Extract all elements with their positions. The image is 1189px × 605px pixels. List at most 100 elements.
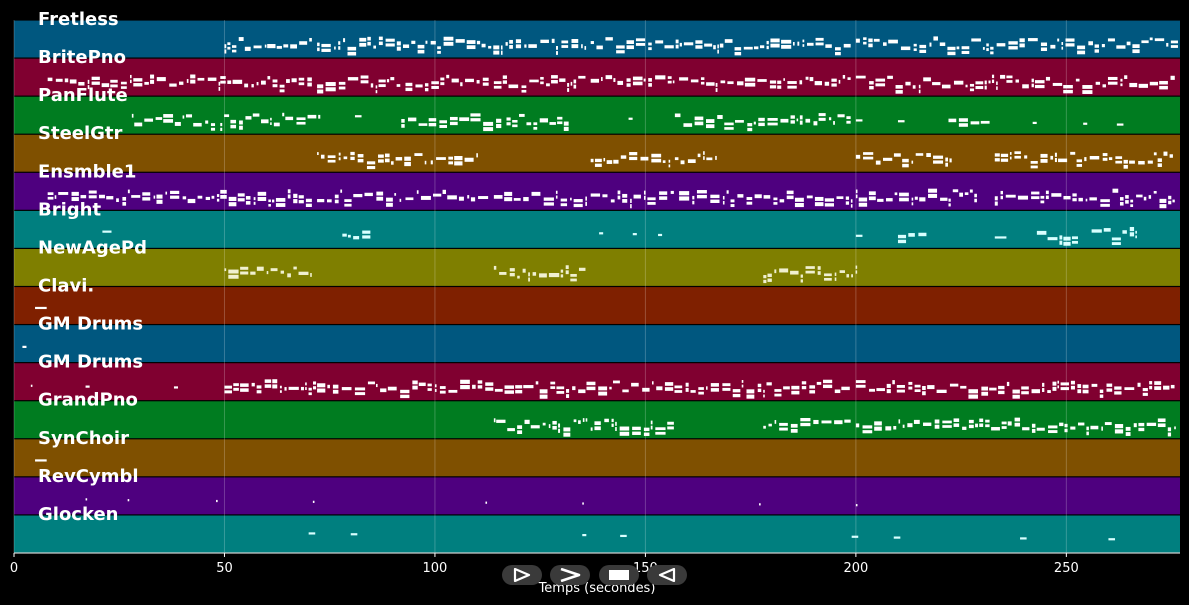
note — [325, 87, 336, 92]
note — [1142, 392, 1148, 396]
play-button[interactable] — [502, 565, 542, 585]
note — [220, 80, 226, 84]
note — [264, 44, 267, 48]
note — [948, 203, 951, 207]
note — [1137, 382, 1141, 387]
note — [767, 122, 778, 126]
note — [1063, 89, 1073, 94]
note — [239, 125, 243, 130]
note — [582, 502, 584, 505]
note — [1040, 195, 1045, 199]
note — [704, 43, 713, 47]
note — [998, 385, 1005, 390]
note — [868, 43, 873, 48]
note — [400, 394, 410, 399]
note — [724, 122, 734, 126]
note — [885, 426, 892, 431]
note — [87, 79, 90, 84]
note — [1060, 387, 1069, 391]
note — [964, 192, 969, 196]
note — [354, 392, 366, 396]
note — [777, 80, 782, 84]
note — [918, 84, 921, 89]
note — [570, 278, 577, 282]
note — [975, 423, 978, 428]
stop-button[interactable] — [599, 565, 639, 585]
note — [779, 427, 788, 431]
note — [376, 196, 384, 201]
note — [790, 429, 798, 433]
note — [1120, 83, 1123, 87]
note — [934, 424, 940, 429]
track-lane — [14, 477, 1180, 515]
note — [594, 158, 602, 163]
note — [1063, 195, 1071, 200]
rewind-button[interactable] — [647, 565, 687, 585]
note — [831, 83, 837, 87]
note — [142, 192, 151, 196]
note — [1122, 230, 1127, 234]
note — [144, 81, 149, 85]
note — [493, 265, 497, 270]
note — [334, 46, 336, 50]
note — [467, 195, 470, 199]
note — [586, 381, 596, 386]
note — [667, 76, 672, 79]
note — [1063, 241, 1071, 246]
play-icon — [513, 568, 531, 582]
note — [1115, 156, 1123, 159]
note — [908, 381, 913, 385]
note — [1089, 155, 1100, 160]
note — [515, 44, 522, 49]
note — [985, 419, 990, 423]
note — [1006, 80, 1013, 83]
note — [332, 384, 339, 389]
note — [719, 43, 724, 48]
note — [667, 426, 674, 430]
note — [240, 266, 249, 270]
note — [766, 45, 769, 50]
note — [1148, 195, 1152, 199]
note — [411, 40, 416, 44]
note — [1130, 199, 1134, 203]
note — [224, 49, 227, 54]
note — [515, 385, 523, 389]
note — [643, 78, 646, 82]
note — [730, 199, 735, 203]
track-label: SteelGtr — [38, 123, 123, 144]
note — [287, 194, 291, 199]
note — [338, 152, 341, 156]
note — [378, 79, 386, 83]
note — [156, 77, 166, 82]
note — [1014, 155, 1021, 159]
note — [570, 81, 573, 86]
note — [466, 40, 476, 44]
note — [373, 45, 377, 49]
note — [616, 45, 625, 49]
note — [1082, 389, 1089, 394]
forward-button[interactable] — [550, 565, 590, 585]
note — [133, 78, 143, 82]
note — [35, 306, 47, 310]
note — [443, 36, 454, 41]
note — [1103, 228, 1111, 232]
note — [338, 46, 341, 50]
note — [417, 49, 425, 54]
note — [768, 423, 772, 427]
note — [224, 44, 227, 49]
note — [308, 532, 316, 535]
note — [809, 390, 816, 394]
note — [548, 424, 551, 429]
note — [500, 45, 503, 50]
note — [482, 77, 489, 81]
note — [869, 388, 876, 392]
note — [478, 196, 489, 200]
track-label: SynChoir — [38, 428, 129, 449]
note — [350, 533, 358, 536]
note — [1042, 388, 1045, 392]
note — [855, 154, 861, 159]
note — [674, 157, 679, 161]
note — [1107, 38, 1115, 42]
note — [378, 84, 386, 88]
